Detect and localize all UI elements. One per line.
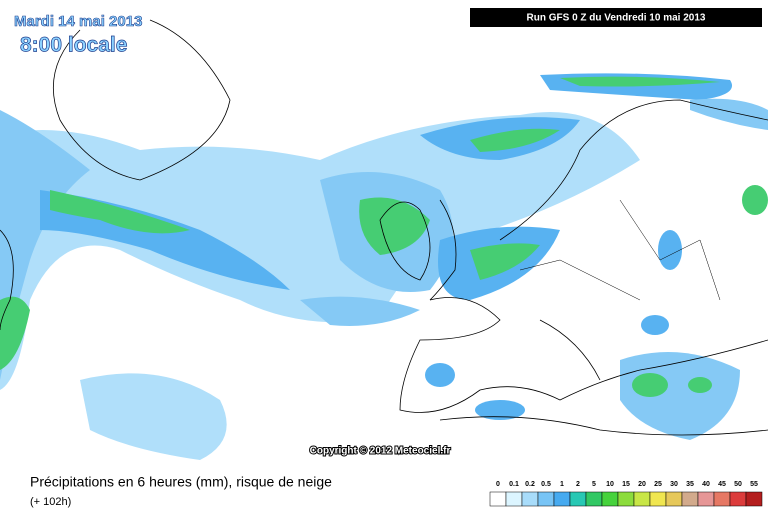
legend-swatch: [489, 491, 507, 507]
precip-area: [470, 128, 560, 152]
run-label: Run GFS 0 Z du Vendredi 10 mai 2013: [527, 13, 706, 24]
coastline: [379, 201, 431, 281]
coastline: [399, 297, 768, 413]
precip-area: [470, 243, 540, 280]
precip-area: [50, 190, 190, 234]
precip-area: [560, 76, 720, 87]
legend: 0 0.1 0.2 0.5 1 2 5 10 15 20 25 30 35 40 45 50 55: [489, 481, 763, 507]
footer-title: Précipitations en 6 heures (mm), risque …: [30, 474, 332, 490]
coastline: [429, 199, 457, 301]
legend-swatch: [505, 491, 523, 507]
precip-area: [359, 197, 430, 255]
date-label: Mardi 14 mai 2013: [14, 13, 142, 30]
legend-swatch: [553, 491, 571, 507]
time-label: 8:00 locale: [20, 34, 127, 57]
precip-area: [300, 296, 420, 326]
legend-label: 2: [576, 481, 580, 488]
border: [519, 259, 641, 301]
legend-swatch: [601, 491, 619, 507]
copyright: Copyright © 2012 Meteociel.fr: [310, 446, 451, 457]
coastline: [499, 99, 768, 241]
legend-swatch: [633, 491, 651, 507]
legend-label: 0.5: [541, 481, 551, 488]
legend-label: 20: [638, 481, 646, 488]
precip-area: [632, 373, 668, 397]
legend-swatch: [729, 491, 747, 507]
legend-label: 0.2: [525, 481, 535, 488]
legend-swatch: [681, 491, 699, 507]
precip-area: [641, 315, 669, 335]
legend-swatch: [697, 491, 715, 507]
coastline: [52, 19, 231, 181]
legend-label: 30: [670, 481, 678, 488]
coastline: [539, 319, 601, 381]
coastlines: [0, 19, 768, 436]
coastline: [439, 416, 768, 436]
precip-area: [688, 377, 712, 393]
legend-swatch: [713, 491, 731, 507]
legend-label: 15: [622, 481, 630, 488]
legend-swatch: [649, 491, 667, 507]
precip-area: [742, 185, 768, 215]
legend-swatch: [521, 491, 539, 507]
legend-label: 35: [686, 481, 694, 488]
coastline: [0, 229, 14, 331]
legend-swatch: [617, 491, 635, 507]
legend-swatch: [537, 491, 555, 507]
precip-area: [690, 98, 768, 130]
legend-label: 10: [606, 481, 614, 488]
legend-swatch: [665, 491, 683, 507]
precip-area: [475, 400, 525, 420]
border: [619, 199, 721, 301]
legend-label: 25: [654, 481, 662, 488]
legend-swatch: [745, 491, 763, 507]
precip-area: [658, 230, 682, 270]
precip-area: [80, 373, 227, 460]
legend-label: 50: [734, 481, 742, 488]
run-box: [470, 8, 762, 27]
footer-subtitle: (+ 102h): [30, 496, 71, 508]
legend-label: 55: [750, 481, 758, 488]
legend-swatch: [569, 491, 587, 507]
legend-label: 1: [560, 481, 564, 488]
precip-area: [0, 112, 640, 390]
precip-area: [0, 110, 90, 380]
precip-area: [425, 363, 455, 387]
precip-area: [0, 296, 30, 370]
legend-label: 0.1: [509, 481, 519, 488]
legend-swatch: [585, 491, 603, 507]
legend-label: 0: [496, 481, 500, 488]
legend-label: 40: [702, 481, 710, 488]
legend-label: 45: [718, 481, 726, 488]
legend-label: 5: [592, 481, 596, 488]
precipitation: [0, 73, 768, 460]
